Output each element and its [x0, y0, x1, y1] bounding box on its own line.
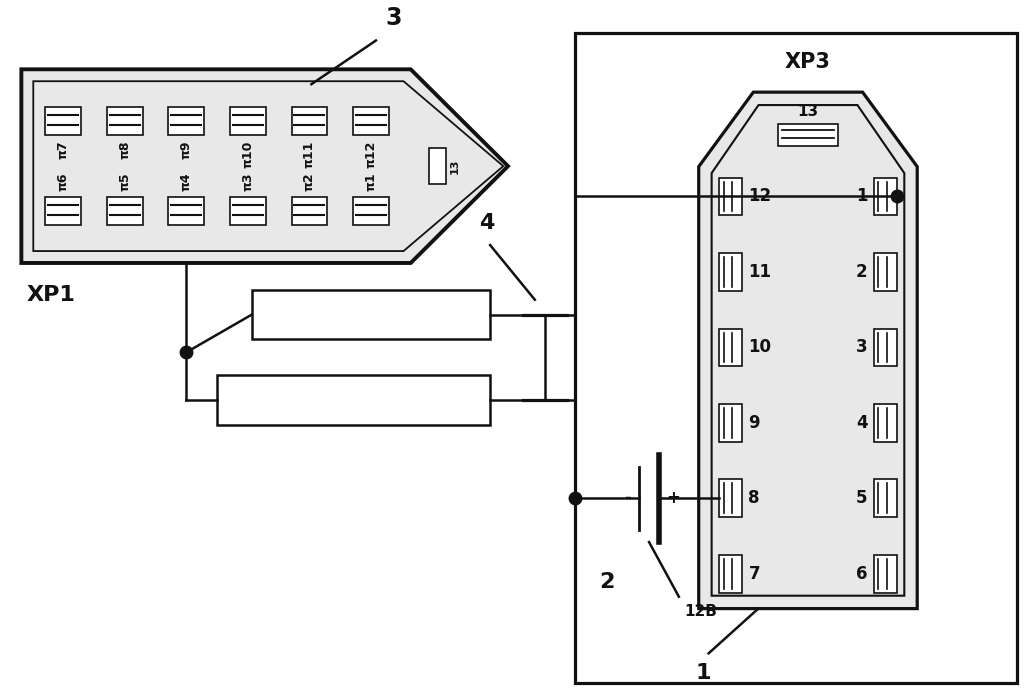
- Text: π1: π1: [365, 173, 378, 192]
- Text: 3: 3: [386, 6, 402, 29]
- Text: 7: 7: [749, 565, 760, 583]
- Text: π11: π11: [303, 141, 315, 168]
- Bar: [217, 375, 490, 425]
- Text: π10: π10: [242, 141, 254, 168]
- Text: 12: 12: [749, 187, 771, 206]
- Text: +: +: [666, 489, 680, 507]
- Text: -: -: [624, 489, 631, 507]
- Bar: [719, 253, 742, 291]
- Text: R1: R1: [356, 305, 385, 324]
- Text: π5: π5: [118, 173, 131, 192]
- Text: R2: R2: [339, 390, 368, 410]
- Text: π6: π6: [56, 173, 70, 192]
- Bar: [292, 197, 328, 225]
- Bar: [168, 197, 204, 225]
- Bar: [719, 555, 742, 592]
- Text: 6: 6: [856, 565, 867, 583]
- Bar: [873, 178, 897, 215]
- Bar: [719, 178, 742, 215]
- Text: π7: π7: [56, 141, 70, 160]
- Bar: [353, 107, 389, 135]
- Text: 4: 4: [479, 213, 495, 233]
- Bar: [353, 197, 389, 225]
- Bar: [719, 328, 742, 366]
- Text: π9: π9: [180, 141, 193, 160]
- Bar: [45, 197, 81, 225]
- Text: 1: 1: [856, 187, 867, 206]
- Bar: [873, 480, 897, 517]
- Text: 10: 10: [749, 339, 771, 356]
- Text: π8: π8: [118, 141, 131, 160]
- Bar: [719, 480, 742, 517]
- Bar: [106, 197, 142, 225]
- Bar: [230, 107, 265, 135]
- Polygon shape: [22, 69, 508, 263]
- Bar: [292, 107, 328, 135]
- Text: 11: 11: [749, 263, 771, 281]
- Bar: [45, 107, 81, 135]
- Text: π3: π3: [242, 173, 254, 192]
- Text: 1: 1: [696, 664, 712, 683]
- Text: 2: 2: [600, 572, 615, 592]
- Text: 8: 8: [749, 489, 760, 507]
- Bar: [719, 404, 742, 442]
- Bar: [873, 555, 897, 592]
- Bar: [230, 197, 265, 225]
- Bar: [778, 124, 838, 146]
- Text: 13: 13: [798, 104, 818, 119]
- Text: 12B: 12B: [684, 604, 717, 619]
- Bar: [873, 328, 897, 366]
- Bar: [873, 404, 897, 442]
- Polygon shape: [698, 92, 918, 608]
- Bar: [106, 107, 142, 135]
- Text: 2: 2: [856, 263, 867, 281]
- Bar: [873, 253, 897, 291]
- Text: 3: 3: [856, 339, 867, 356]
- Text: XP1: XP1: [27, 285, 75, 305]
- Text: π12: π12: [365, 141, 378, 168]
- Text: π4: π4: [180, 173, 193, 192]
- Bar: [252, 290, 490, 339]
- Bar: [429, 148, 446, 184]
- Bar: [574, 33, 1017, 683]
- Text: 13: 13: [450, 158, 460, 174]
- Text: XP3: XP3: [785, 52, 830, 72]
- Text: 4: 4: [856, 414, 867, 432]
- Bar: [168, 107, 204, 135]
- Text: π2: π2: [303, 173, 315, 192]
- Text: 5: 5: [856, 489, 867, 507]
- Text: 9: 9: [749, 414, 760, 432]
